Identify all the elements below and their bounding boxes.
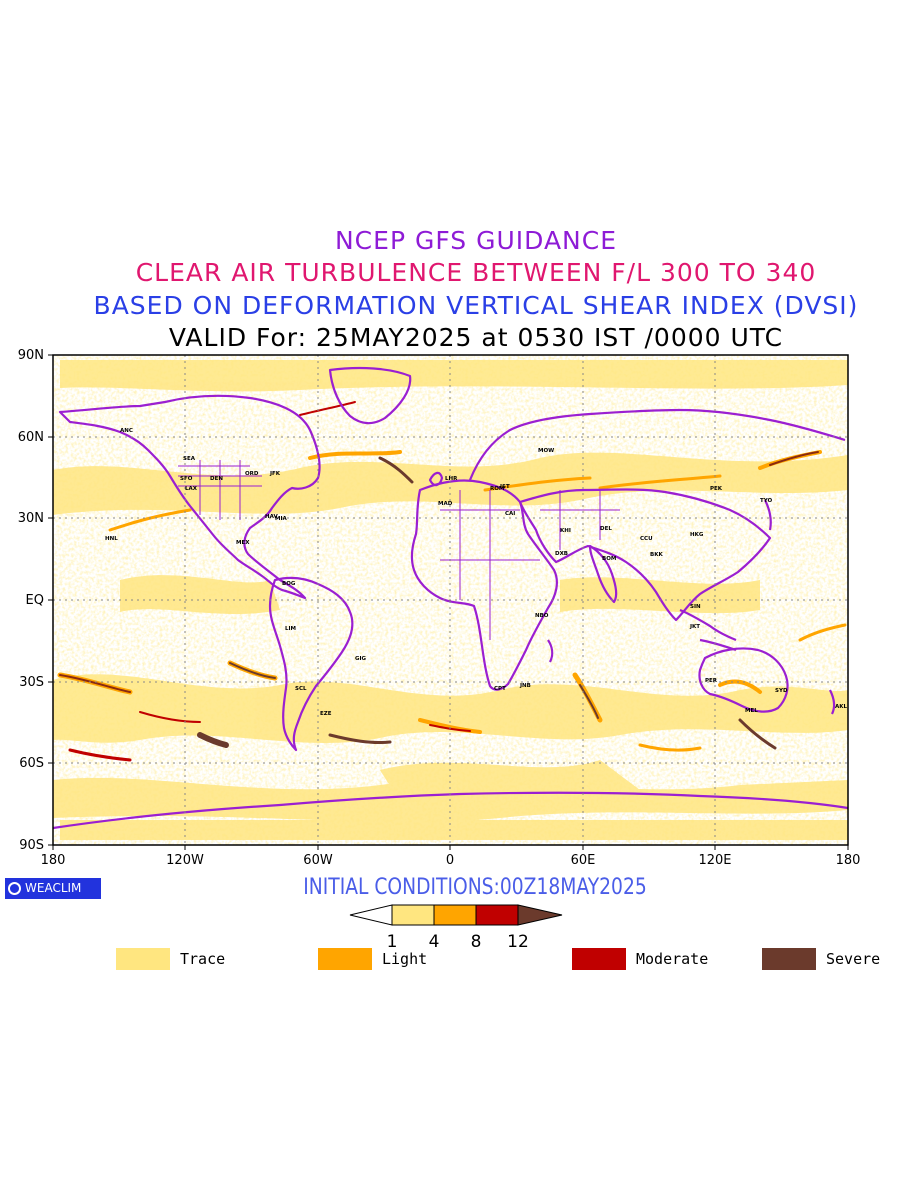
turbulence-streaks: [57, 401, 847, 762]
station-label: LHR: [445, 476, 458, 482]
lon-label-120w: 120W: [166, 853, 204, 868]
map-field: ANC SEA SFO LAX DEN ORD JFK MIA MEX HNL HAV BOG LIM S…: [53, 355, 848, 845]
colorbar-tick-1: 1: [387, 932, 398, 952]
legend-swatch-moderate: [572, 948, 626, 970]
station-label: MEL: [745, 708, 758, 714]
legend-trace: Trace: [116, 948, 225, 970]
lon-label-0: 0: [446, 853, 454, 868]
station-label: MOW: [538, 448, 554, 454]
lon-label-120e: 120E: [698, 853, 731, 868]
legend-label-trace: Trace: [180, 950, 226, 968]
colorbar-bin-light: [433, 904, 477, 926]
station-label: ANC: [120, 428, 133, 434]
legend-swatch-severe: [762, 948, 816, 970]
lon-label-180w: 180: [41, 853, 66, 868]
lat-label-60s: 60S: [19, 756, 44, 771]
lon-label-60e: 60E: [571, 853, 596, 868]
lat-label-90s: 90S: [19, 838, 44, 853]
station-label: NBO: [535, 613, 549, 619]
colorbar-bin-trace: [391, 904, 435, 926]
station-label: ROM: [490, 486, 504, 492]
legend-severe: Severe: [762, 948, 880, 970]
title-line-3: BASED ON DEFORMATION VERTICAL SHEAR INDE…: [93, 291, 859, 320]
station-label: HAV: [265, 514, 278, 520]
lat-label-90n: 90N: [18, 348, 44, 363]
map-gridlines: [53, 355, 848, 845]
legend-swatch-light: [318, 948, 372, 970]
lat-label-30n: 30N: [18, 511, 44, 526]
station-label: DEL: [600, 526, 612, 532]
station-label: DEN: [210, 476, 223, 482]
lat-label-eq: EQ: [26, 593, 44, 608]
colorbar-tick-4: 4: [429, 932, 440, 952]
station-label: MAD: [438, 501, 453, 507]
weaclim-logo: WEACLIM: [5, 878, 101, 899]
legend-label-moderate: Moderate: [636, 950, 709, 968]
station-label: BOM: [602, 556, 616, 562]
station-label: CCU: [640, 536, 653, 542]
station-label: AKL: [835, 704, 848, 710]
logo-text: WEACLIM: [25, 881, 82, 895]
station-label: PER: [705, 678, 718, 684]
station-label: JFK: [269, 471, 281, 477]
station-label: JKT: [689, 624, 700, 630]
legend-light: Light: [318, 948, 427, 970]
station-label: HKG: [690, 532, 704, 538]
legend-label-light: Light: [382, 950, 428, 968]
trace-areas: [53, 360, 848, 840]
legend-moderate: Moderate: [572, 948, 708, 970]
station-label: ORD: [245, 471, 259, 477]
station-label: BKK: [650, 552, 663, 558]
station-label: IST: [500, 484, 510, 490]
station-labels: ANC SEA SFO LAX DEN ORD JFK MIA MEX HNL HAV BOG LIM S…: [105, 428, 848, 717]
station-label: KHI: [560, 528, 571, 534]
colorbar-tick-8: 8: [471, 932, 482, 952]
station-label: SEA: [183, 456, 196, 462]
station-label: SYD: [775, 688, 788, 694]
lat-label-60n: 60N: [18, 430, 44, 445]
colorbar-low-triangle: [349, 904, 393, 926]
station-label: CPT: [494, 686, 506, 692]
station-label: DXB: [555, 551, 568, 557]
turbulence-map: ANC SEA SFO LAX DEN ORD JFK MIA MEX HNL HAV BOG LIM S…: [18, 348, 861, 868]
station-label: SIN: [690, 604, 701, 610]
legend-label-severe: Severe: [826, 950, 881, 968]
station-label: SCL: [295, 686, 307, 692]
station-label: SFO: [180, 476, 193, 482]
station-label: CAI: [505, 511, 515, 517]
station-label: PEK: [710, 486, 723, 492]
colorbar-bin-moderate: [475, 904, 519, 926]
lon-label-60w: 60W: [303, 853, 333, 868]
title-line-1: NCEP GFS GUIDANCE: [334, 226, 617, 255]
legend-swatch-trace: [116, 948, 170, 970]
station-label: EZE: [320, 711, 332, 717]
station-label: BOG: [282, 581, 296, 587]
station-label: MIA: [275, 516, 288, 522]
lat-label-30s: 30S: [19, 675, 44, 690]
initial-conditions: INITIAL CONDITIONS:00Z18MAY2025: [303, 875, 647, 900]
title-line-2: CLEAR AIR TURBULENCE BETWEEN F/L 300 TO …: [135, 258, 817, 287]
lon-label-180e: 180: [836, 853, 861, 868]
coastlines: [53, 366, 848, 830]
colorbar-tick-12: 12: [507, 932, 529, 952]
colorbar: 1 4 8 12: [349, 904, 563, 952]
station-label: GIG: [355, 656, 367, 662]
title-valid-time: VALID For: 25MAY2025 at 0530 IST /0000 U…: [168, 323, 784, 352]
station-label: LIM: [285, 626, 296, 632]
logo-icon: [8, 882, 21, 895]
station-label: MEX: [236, 540, 250, 546]
colorbar-high-triangle: [517, 904, 563, 926]
station-label: LAX: [185, 486, 198, 492]
station-label: TYO: [760, 498, 773, 504]
station-label: JNB: [519, 683, 531, 689]
station-label: HNL: [105, 536, 118, 542]
